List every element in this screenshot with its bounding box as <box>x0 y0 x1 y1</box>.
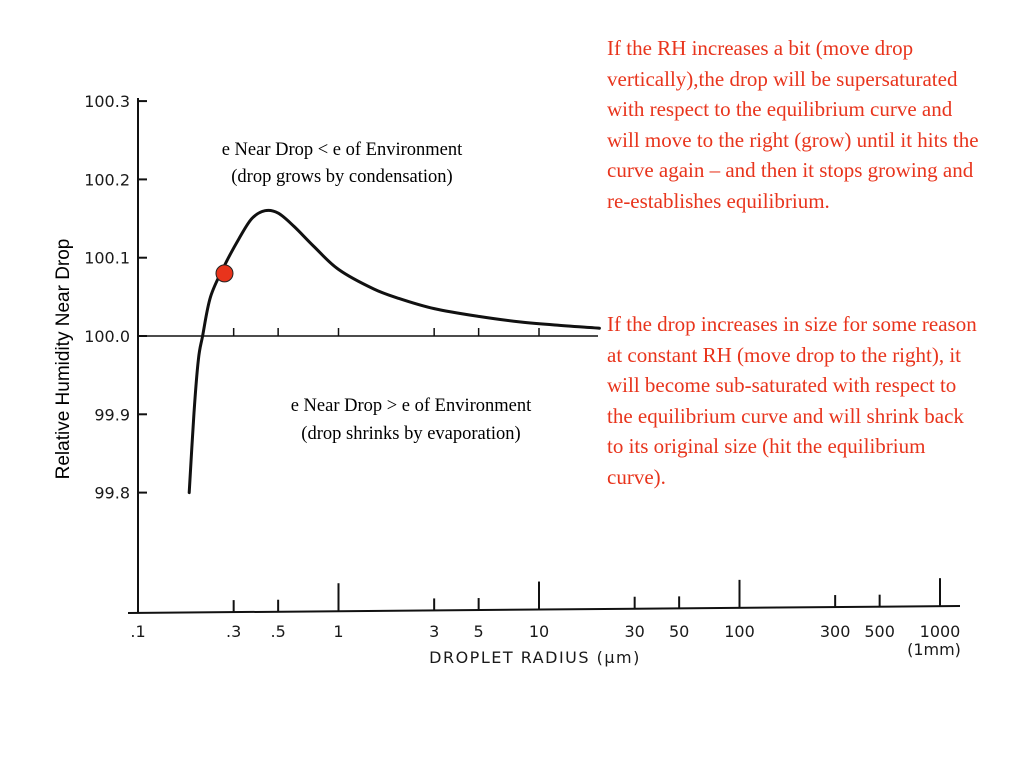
equilibrium-curve <box>187 208 601 495</box>
x-tick-label-3: 1 <box>333 622 343 641</box>
annotation-condensation-line2: (drop grows by condensation) <box>231 167 452 187</box>
reference-line-ticks <box>232 328 540 336</box>
y-axis-title: Relative Humidity Near Drop <box>53 239 74 480</box>
x-tick-label-6: 10 <box>529 622 549 641</box>
explanation-paragraph-rh-increase: If the RH increases a bit (move drop ver… <box>607 36 979 213</box>
annotation-evaporation: e Near Drop > e of Environment (drop shr… <box>291 396 532 444</box>
x-tick-label-0: .1 <box>130 622 145 641</box>
annotation-condensation-line1: e Near Drop < e of Environment <box>222 140 463 160</box>
x-tick-label-11: 500 <box>864 622 895 641</box>
y-tick-label-5: 99.8 <box>94 484 130 503</box>
drop-marker <box>215 264 234 283</box>
x-axis-line <box>127 605 961 614</box>
annotation-condensation: e Near Drop < e of Environment (drop gro… <box>222 140 463 187</box>
x-tick-label-8: 50 <box>669 622 689 641</box>
x-tick-label-1: .3 <box>226 622 241 641</box>
x-tick-label-9: 100 <box>724 622 755 641</box>
x-axis: .1 .3 .5 1 3 5 10 30 50 100 300 500 1000 <box>127 578 961 641</box>
annotation-evaporation-line2: (drop shrinks by evaporation) <box>301 424 520 444</box>
y-axis: 100.3 100.2 100.1 100.0 99.9 99.8 <box>84 92 147 613</box>
y-tick-label-1: 100.2 <box>84 170 130 189</box>
x-tick-label-7: 30 <box>624 622 644 641</box>
x-axis-sublabel: (1mm) <box>907 640 961 659</box>
y-tick-label-0: 100.3 <box>84 92 130 111</box>
x-axis-title: DROPLET RADIUS (μm) <box>429 648 641 667</box>
x-tick-label-12: 1000 <box>920 622 961 641</box>
x-tick-label-4: 3 <box>429 622 439 641</box>
y-tick-label-3: 100.0 <box>84 327 130 346</box>
y-tick-label-4: 99.9 <box>94 405 130 424</box>
y-tick-label-2: 100.1 <box>84 249 130 268</box>
annotation-evaporation-line1: e Near Drop > e of Environment <box>291 396 532 416</box>
explanation-paragraph-size-increase: If the drop increases in size for some r… <box>607 312 977 489</box>
x-tick-label-5: 5 <box>474 622 484 641</box>
x-tick-label-2: .5 <box>271 622 286 641</box>
x-tick-label-10: 300 <box>820 622 851 641</box>
